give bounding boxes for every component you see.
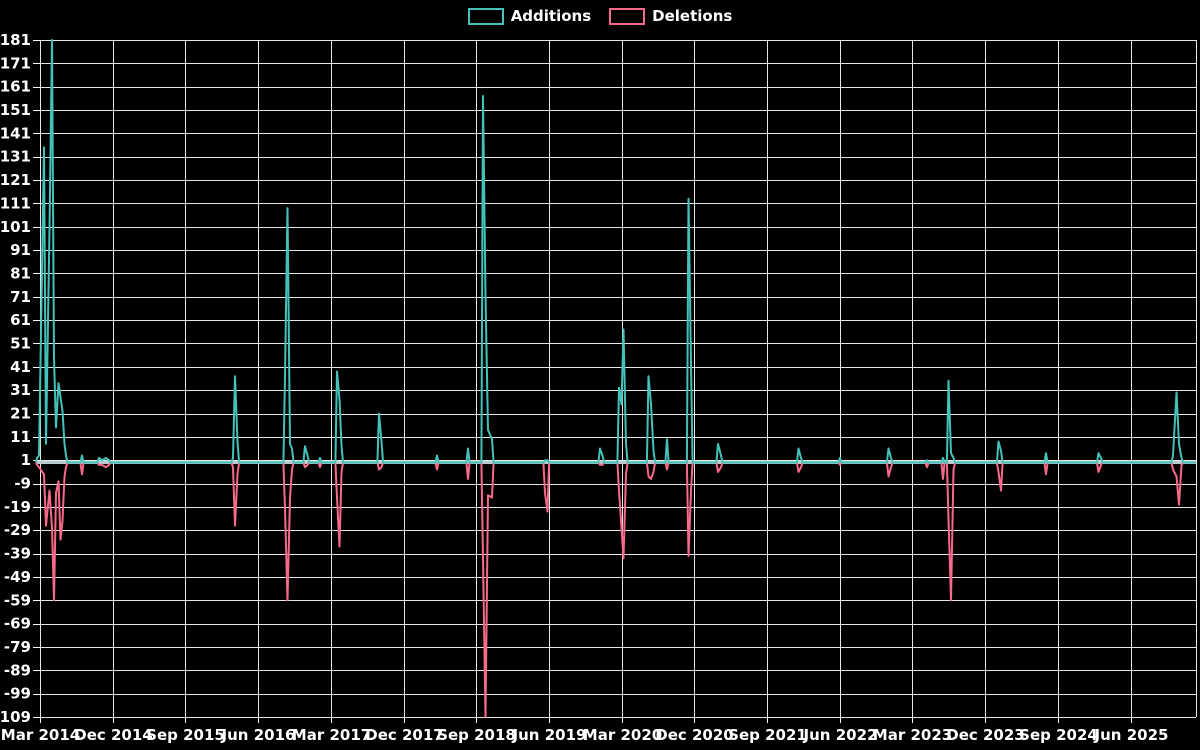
svg-text:171: 171 <box>0 54 31 72</box>
svg-text:-69: -69 <box>4 615 31 633</box>
svg-text:Dec 2020: Dec 2020 <box>655 726 734 744</box>
svg-text:31: 31 <box>10 381 31 399</box>
svg-text:81: 81 <box>10 264 31 282</box>
svg-text:Jun 2025: Jun 2025 <box>1094 726 1169 744</box>
svg-text:-109: -109 <box>0 708 31 726</box>
svg-text:91: 91 <box>10 241 31 259</box>
legend-item-additions[interactable]: Additions <box>467 7 592 25</box>
svg-text:71: 71 <box>10 288 31 306</box>
svg-text:-79: -79 <box>4 638 31 656</box>
svg-text:51: 51 <box>10 334 31 352</box>
svg-text:Sep 2021: Sep 2021 <box>728 726 807 744</box>
svg-text:-59: -59 <box>4 591 31 609</box>
gridlines <box>40 40 1197 718</box>
svg-text:-49: -49 <box>4 568 31 586</box>
svg-text:121: 121 <box>0 171 31 189</box>
svg-text:Dec 2014: Dec 2014 <box>74 726 153 744</box>
chart-legend: Additions Deletions <box>0 7 1200 25</box>
legend-item-deletions[interactable]: Deletions <box>609 7 732 25</box>
svg-text:Jun 2016: Jun 2016 <box>221 726 296 744</box>
svg-text:-39: -39 <box>4 545 31 563</box>
y-axis-labels: 1811711611511411311211111019181716151413… <box>0 31 31 726</box>
svg-text:151: 151 <box>0 101 31 119</box>
svg-text:Sep 2015: Sep 2015 <box>146 726 225 744</box>
legend-label-additions: Additions <box>510 7 592 25</box>
svg-text:1: 1 <box>21 451 31 469</box>
svg-text:Sep 2018: Sep 2018 <box>437 726 516 744</box>
svg-text:-29: -29 <box>4 521 31 539</box>
axis-ticks <box>33 40 1132 723</box>
svg-text:-99: -99 <box>4 685 31 703</box>
svg-text:Dec 2023: Dec 2023 <box>946 726 1025 744</box>
svg-text:101: 101 <box>0 218 31 236</box>
additions-swatch-icon <box>467 7 504 25</box>
legend-label-deletions: Deletions <box>652 7 733 25</box>
svg-text:41: 41 <box>10 358 31 376</box>
additions-line <box>35 39 1196 464</box>
svg-text:Jun 2022: Jun 2022 <box>803 726 878 744</box>
deletions-swatch-icon <box>609 7 646 25</box>
svg-text:-19: -19 <box>4 498 31 516</box>
svg-text:131: 131 <box>0 148 31 166</box>
svg-text:Mar 2023: Mar 2023 <box>873 726 952 744</box>
svg-text:21: 21 <box>10 405 31 423</box>
svg-text:11: 11 <box>10 428 31 446</box>
svg-text:-89: -89 <box>4 661 31 679</box>
svg-text:Mar 2017: Mar 2017 <box>292 726 371 744</box>
svg-text:Dec 2017: Dec 2017 <box>365 726 444 744</box>
svg-text:61: 61 <box>10 311 31 329</box>
deletions-line <box>35 461 1196 718</box>
svg-text:161: 161 <box>0 78 31 96</box>
svg-text:Mar 2020: Mar 2020 <box>583 726 662 744</box>
svg-text:111: 111 <box>0 194 31 212</box>
svg-text:Sep 2024: Sep 2024 <box>1019 726 1098 744</box>
svg-text:181: 181 <box>0 31 31 49</box>
svg-text:141: 141 <box>0 124 31 142</box>
svg-text:Mar 2014: Mar 2014 <box>1 726 80 744</box>
svg-text:-9: -9 <box>14 475 31 493</box>
svg-text:Jun 2019: Jun 2019 <box>512 726 587 744</box>
